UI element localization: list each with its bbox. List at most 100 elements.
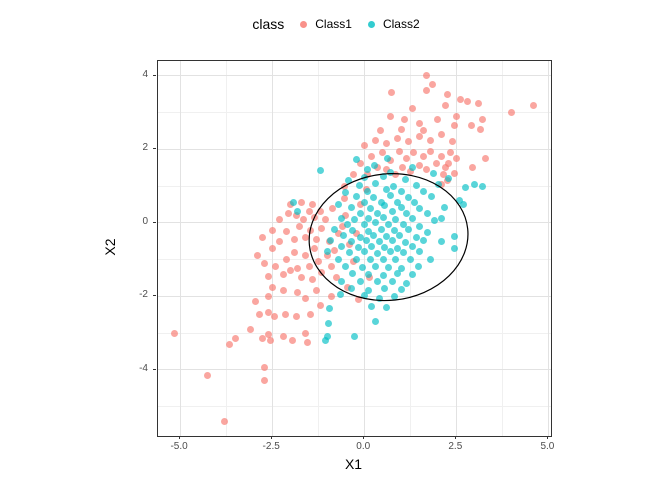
data-point-class1 <box>299 215 307 223</box>
data-point-class1 <box>290 235 298 243</box>
data-point-class2 <box>381 285 389 293</box>
data-point-class1 <box>255 311 263 319</box>
data-point-class2 <box>356 209 364 217</box>
data-point-class2 <box>444 174 452 182</box>
data-point-class1 <box>469 164 477 172</box>
data-point-class2 <box>323 332 331 340</box>
data-point-class1 <box>508 108 516 116</box>
data-point-class1 <box>386 112 394 120</box>
data-point-class1 <box>301 252 309 260</box>
data-point-class2 <box>409 164 417 172</box>
x-tick-label: 5.0 <box>540 441 555 452</box>
y-tick-label: -4 <box>139 362 148 374</box>
data-point-class2 <box>412 233 420 241</box>
data-point-class2 <box>401 239 409 247</box>
data-point-class2 <box>409 215 416 223</box>
minor-gridline <box>225 61 227 436</box>
data-point-class2 <box>353 193 361 201</box>
x-tick-mark <box>179 436 181 439</box>
data-point-class2 <box>294 207 302 215</box>
data-point-class2 <box>416 222 424 230</box>
data-point-class2 <box>388 237 396 245</box>
legend-label-class2: Class2 <box>382 17 420 31</box>
data-point-class1 <box>246 325 254 333</box>
data-point-class1 <box>272 263 280 271</box>
data-point-class2 <box>371 162 379 170</box>
data-point-class2 <box>438 238 446 245</box>
class2-key-dot-icon <box>367 20 375 28</box>
data-point-class1 <box>456 96 464 104</box>
legend-item-class2: Class2 <box>367 17 420 31</box>
data-point-class1 <box>438 153 446 161</box>
data-point-class1 <box>292 211 300 219</box>
y-tick-label: 2 <box>142 142 148 154</box>
data-point-class2 <box>402 175 409 183</box>
data-point-class2 <box>325 320 333 327</box>
data-point-class2 <box>407 256 415 264</box>
data-point-class1 <box>318 268 326 276</box>
data-point-class2 <box>372 318 380 326</box>
data-point-class1 <box>301 233 309 241</box>
data-point-class2 <box>321 336 329 344</box>
data-point-class1 <box>408 105 416 113</box>
data-point-class2 <box>405 226 413 234</box>
data-point-class2 <box>462 183 470 191</box>
data-point-class1 <box>463 97 471 105</box>
data-point-class1 <box>285 210 293 218</box>
data-point-class1 <box>340 195 348 203</box>
data-point-class1 <box>438 131 446 139</box>
data-point-class1 <box>327 292 335 300</box>
x-tick-label: 2.5 <box>448 441 463 452</box>
data-point-class2 <box>423 228 431 236</box>
data-point-class1 <box>276 215 284 223</box>
y-tick-label: 0 <box>142 215 148 227</box>
data-point-class1 <box>292 313 300 320</box>
data-point-class2 <box>347 238 355 245</box>
data-point-class1 <box>290 248 298 256</box>
data-point-class2 <box>383 304 391 312</box>
data-point-class1 <box>311 245 319 252</box>
data-point-class1 <box>309 200 317 208</box>
major-gridline <box>158 75 551 77</box>
major-gridline <box>158 369 551 371</box>
data-point-class1 <box>467 121 475 129</box>
data-point-class2 <box>370 231 378 239</box>
data-point-class1 <box>318 224 326 232</box>
major-gridline <box>158 148 551 150</box>
data-point-class1 <box>270 313 278 320</box>
data-point-class2 <box>459 201 467 209</box>
data-point-class1 <box>276 237 284 245</box>
data-point-class1 <box>419 127 427 135</box>
data-point-class1 <box>416 120 423 127</box>
y-axis-title: X2 <box>102 238 118 256</box>
data-point-class2 <box>379 256 387 264</box>
data-point-class1 <box>327 263 335 271</box>
data-point-class2 <box>388 207 396 215</box>
data-point-class1 <box>443 90 451 98</box>
data-point-class1 <box>316 301 324 309</box>
data-point-class1 <box>287 267 295 275</box>
data-point-class1 <box>406 167 414 175</box>
data-point-class2 <box>423 210 431 218</box>
data-point-class2 <box>389 182 397 190</box>
data-point-class1 <box>399 164 407 172</box>
data-point-class2 <box>412 182 420 190</box>
data-point-class1 <box>266 336 274 344</box>
x-tick-mark <box>547 436 549 439</box>
data-point-class1 <box>416 132 423 140</box>
data-point-class1 <box>261 259 269 267</box>
data-point-class1 <box>261 364 269 372</box>
data-point-class2 <box>364 187 372 195</box>
data-point-class2 <box>327 237 335 245</box>
data-point-class2 <box>427 255 435 263</box>
data-point-class1 <box>331 246 339 254</box>
data-point-class2 <box>379 214 387 222</box>
data-point-class1 <box>397 125 405 133</box>
data-point-class2 <box>388 278 396 286</box>
data-point-class1 <box>482 154 490 162</box>
data-point-class2 <box>368 242 376 250</box>
data-point-class2 <box>379 272 387 280</box>
x-tick-label: 0.0 <box>356 441 371 452</box>
data-point-class2 <box>353 256 361 264</box>
